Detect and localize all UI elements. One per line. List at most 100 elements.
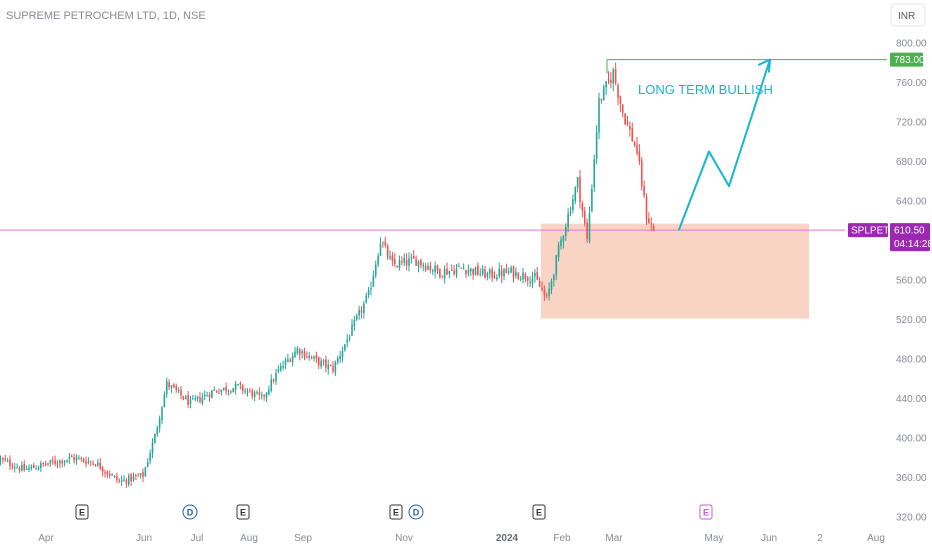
- candle-body: [529, 282, 531, 284]
- candle-body: [351, 324, 353, 336]
- candle-body: [9, 459, 11, 467]
- x-tick-label: Nov: [395, 533, 413, 544]
- candle-body: [633, 142, 636, 146]
- candle-body: [367, 289, 370, 296]
- candle-body: [607, 79, 610, 81]
- candle-body: [515, 271, 517, 276]
- candle-body: [16, 467, 18, 469]
- candle-body: [225, 386, 227, 392]
- demand-zone-layer: [541, 223, 809, 319]
- candle-body: [384, 242, 387, 246]
- candle-body: [203, 394, 206, 397]
- candle-body: [522, 272, 524, 280]
- y-tick-label: 400.00: [896, 434, 927, 445]
- candle-body: [61, 461, 64, 464]
- x-tick-label: Aug: [867, 533, 885, 544]
- candle-body: [82, 458, 85, 462]
- candle-body: [645, 196, 648, 220]
- candle-body: [89, 461, 92, 463]
- dividend-event-marker: [408, 504, 424, 520]
- candle-body: [296, 348, 299, 354]
- candle-body: [374, 264, 377, 276]
- candle-body: [130, 474, 132, 482]
- projection-layer: [606, 58, 887, 231]
- target-price-label: 783.00: [894, 55, 925, 66]
- candle-body: [441, 275, 444, 277]
- candle-body: [422, 264, 425, 267]
- time-axis[interactable]: Apr Jun Jul Aug Sep Nov 2024 Feb Mar May Jun 2 Aug: [38, 533, 885, 544]
- candle-body: [106, 471, 109, 475]
- event-marker-label: E: [703, 507, 709, 517]
- event-marker-label: D: [413, 507, 420, 517]
- candle-body: [541, 287, 543, 291]
- candle-body: [548, 288, 550, 296]
- y-tick-label: 680.00: [896, 157, 927, 168]
- candle-body: [327, 364, 330, 370]
- candle-body: [538, 280, 541, 287]
- candle-body: [591, 188, 593, 212]
- candle-body: [308, 355, 311, 358]
- candle-body: [270, 379, 273, 391]
- candle-body: [372, 275, 375, 287]
- candle-body: [313, 356, 315, 359]
- y-tick-label: 800.00: [896, 38, 927, 49]
- candle-body: [631, 128, 634, 142]
- price-axis[interactable]: 320.00 360.00 400.00 440.00 480.00 520.00 560.…: [896, 38, 927, 523]
- candle-body: [154, 434, 156, 444]
- y-tick-label: 520.00: [896, 315, 927, 326]
- candle-body: [135, 475, 137, 477]
- candle-body: [75, 457, 78, 461]
- candle-body: [306, 356, 308, 358]
- candle-body: [28, 467, 30, 471]
- target-price-tag: [890, 52, 923, 67]
- candle-body: [576, 177, 579, 188]
- candle-body: [424, 266, 427, 271]
- candle-body: [68, 456, 71, 459]
- candle-body: [614, 68, 617, 84]
- candle-body: [348, 337, 351, 339]
- candle-body: [241, 385, 244, 391]
- currency-label: INR: [898, 11, 915, 22]
- candle-body: [23, 463, 26, 471]
- candle-body: [21, 465, 23, 471]
- candle-body: [474, 267, 477, 276]
- candle-body: [13, 467, 16, 469]
- chart-title: SUPREME PETROCHEM LTD, 1D, NSE: [6, 10, 206, 22]
- candle-body: [629, 126, 631, 130]
- candle-body: [256, 392, 258, 394]
- candle-body: [379, 243, 382, 256]
- candle-body: [481, 268, 484, 275]
- candle-body: [265, 392, 268, 398]
- currency-button[interactable]: INR: [890, 3, 926, 27]
- candle-body: [443, 269, 446, 279]
- candle-body: [234, 383, 237, 390]
- event-marker-label: E: [393, 507, 399, 517]
- candle-body: [510, 267, 512, 273]
- candle-body: [161, 407, 163, 421]
- candle-body: [325, 359, 327, 368]
- candle-body: [555, 255, 558, 275]
- candle-body: [260, 394, 263, 396]
- demand-zone: [541, 223, 809, 319]
- candle-body: [80, 458, 83, 460]
- candle-body: [636, 144, 638, 154]
- candle-body: [617, 85, 619, 98]
- candle-body: [118, 480, 121, 482]
- candle-body: [602, 86, 605, 101]
- candle-body: [581, 203, 584, 211]
- candle-body: [108, 474, 111, 476]
- candle-body: [507, 271, 510, 273]
- candle-body: [572, 199, 574, 210]
- candle-body: [469, 268, 472, 272]
- candle-body: [322, 360, 325, 362]
- candle-body: [149, 453, 151, 461]
- y-tick-label: 560.00: [896, 276, 927, 287]
- candle-body: [439, 268, 441, 278]
- candle-body: [465, 270, 467, 275]
- candle-body: [303, 350, 306, 358]
- candle-body: [562, 236, 565, 242]
- candle-body: [282, 365, 284, 368]
- x-tick-label: Jul: [191, 533, 204, 544]
- candle-body: [156, 427, 159, 435]
